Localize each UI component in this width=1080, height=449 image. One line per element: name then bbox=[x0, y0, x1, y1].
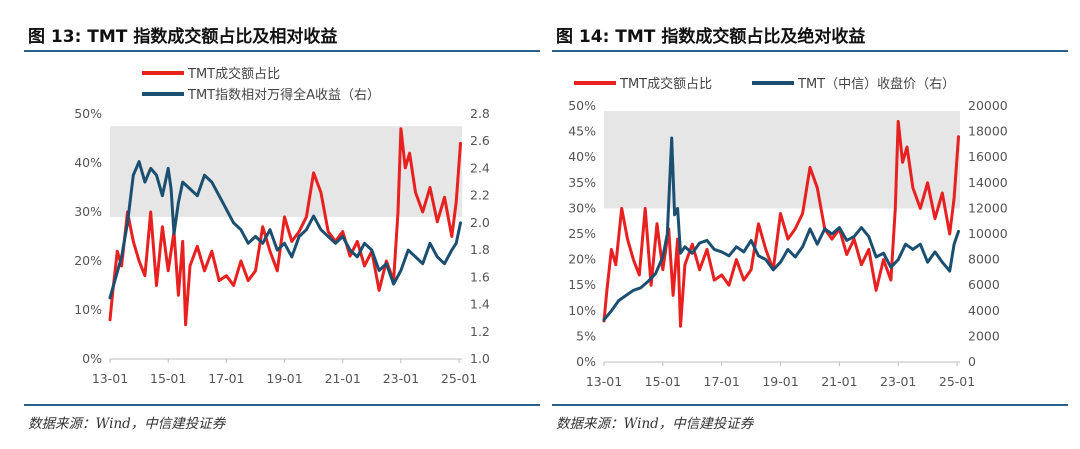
y-right-tick-label: 10000 bbox=[968, 226, 1008, 241]
y-left-tick-label: 50% bbox=[74, 106, 102, 121]
y-right-tick-label: 1.2 bbox=[470, 324, 490, 339]
x-tick-label: 19-01 bbox=[762, 374, 798, 389]
y-left-tick-label: 15% bbox=[568, 277, 596, 292]
figure-14-chart: 13-01 15-01 17-01 19-01 21-01 23-01 25-01 0% 5% 1… bbox=[568, 76, 1008, 389]
y-right-tick-label: 16000 bbox=[968, 149, 1008, 164]
y-right-tick-label: 2.4 bbox=[470, 160, 490, 175]
legend-label: TMT成交额占比 bbox=[619, 76, 712, 92]
y-left-tick-label: 30% bbox=[568, 200, 596, 215]
figure-title: 图 13: TMT 指数成交额占比及相对收益 bbox=[28, 27, 338, 47]
y-left-tick-label: 50% bbox=[568, 98, 596, 113]
y-right-tick-label: 4000 bbox=[968, 303, 1000, 318]
x-tick-label: 25-01 bbox=[441, 371, 477, 386]
x-tick-label: 23-01 bbox=[880, 374, 916, 389]
y-right-tick-label: 2.8 bbox=[470, 106, 490, 121]
y-right-tick-label: 8000 bbox=[968, 252, 1000, 267]
y-right-tick-label: 1.4 bbox=[470, 297, 490, 312]
y-left-tick-label: 40% bbox=[74, 155, 102, 170]
legend-label: TMT成交额占比 bbox=[187, 66, 280, 82]
secondary-series-line bbox=[602, 136, 960, 322]
shaded-band bbox=[110, 126, 462, 217]
y-right-tick-label: 2.2 bbox=[470, 188, 490, 203]
y-right-tick-label: 6000 bbox=[968, 277, 1000, 292]
y-left-tick-label: 10% bbox=[568, 303, 596, 318]
x-tick-label: 23-01 bbox=[383, 371, 419, 386]
x-tick-label: 17-01 bbox=[704, 374, 740, 389]
source-rule bbox=[552, 404, 1068, 406]
shaded-band bbox=[604, 111, 960, 209]
x-tick-label: 25-01 bbox=[939, 374, 975, 389]
y-left-tick-label: 0% bbox=[576, 354, 596, 369]
y-left-tick-label: 20% bbox=[568, 252, 596, 267]
figure-14-panel: 图 14: TMT 指数成交额占比及绝对收益 13-01 15-01 17-01 19… bbox=[542, 0, 1068, 449]
x-tick-label: 15-01 bbox=[645, 374, 681, 389]
y-right-tick-label: 1.6 bbox=[470, 269, 490, 284]
x-tick-label: 13-01 bbox=[92, 371, 128, 386]
figure-13-panel: 图 13: TMT 指数成交额占比及相对收益 13-01 15-01 17-01 19… bbox=[14, 0, 540, 449]
y-left-tick-label: 5% bbox=[576, 328, 596, 343]
y-left-tick-label: 45% bbox=[568, 124, 596, 139]
y-left-tick-label: 25% bbox=[568, 226, 596, 241]
x-tick-label: 21-01 bbox=[821, 374, 857, 389]
figure-title: 图 14: TMT 指数成交额占比及绝对收益 bbox=[556, 27, 866, 47]
x-tick-label: 15-01 bbox=[150, 371, 186, 386]
y-left-tick-label: 40% bbox=[568, 149, 596, 164]
y-left-tick-label: 10% bbox=[74, 302, 102, 317]
secondary-series-line bbox=[108, 160, 462, 300]
y-left-tick-label: 20% bbox=[74, 253, 102, 268]
title-rule bbox=[24, 50, 540, 52]
y-right-tick-label: 2.6 bbox=[470, 133, 490, 148]
y-left-tick-label: 35% bbox=[568, 175, 596, 190]
x-tick-label: 19-01 bbox=[266, 371, 302, 386]
y-right-tick-label: 18000 bbox=[968, 124, 1008, 139]
source-note: 数据来源：Wind，中信建投证券 bbox=[556, 416, 754, 432]
y-right-tick-label: 12000 bbox=[968, 200, 1008, 215]
x-tick-label: 13-01 bbox=[586, 374, 622, 389]
y-right-tick-label: 2000 bbox=[968, 328, 1000, 343]
legend-label: TMT（中信）收盘价（右） bbox=[797, 76, 955, 92]
source-rule bbox=[24, 404, 540, 406]
x-tick-label: 21-01 bbox=[325, 371, 361, 386]
y-left-tick-label: 0% bbox=[82, 351, 102, 366]
source-note: 数据来源：Wind，中信建投证券 bbox=[28, 416, 226, 432]
y-left-tick-label: 30% bbox=[74, 204, 102, 219]
title-rule bbox=[552, 50, 1068, 52]
legend-label: TMT指数相对万得全A收益（右） bbox=[187, 87, 380, 103]
y-right-tick-label: 2.0 bbox=[470, 215, 490, 230]
x-tick-label: 17-01 bbox=[208, 371, 244, 386]
figure-13-chart: 13-01 15-01 17-01 19-01 21-01 23-01 25-01 0% 10%… bbox=[74, 66, 490, 386]
y-right-tick-label: 1.8 bbox=[470, 242, 490, 257]
y-right-tick-label: 1.0 bbox=[470, 351, 490, 366]
y-right-tick-label: 20000 bbox=[968, 98, 1008, 113]
y-right-tick-label: 0 bbox=[968, 354, 976, 369]
y-right-tick-label: 14000 bbox=[968, 175, 1008, 190]
share-series-line bbox=[108, 127, 462, 327]
